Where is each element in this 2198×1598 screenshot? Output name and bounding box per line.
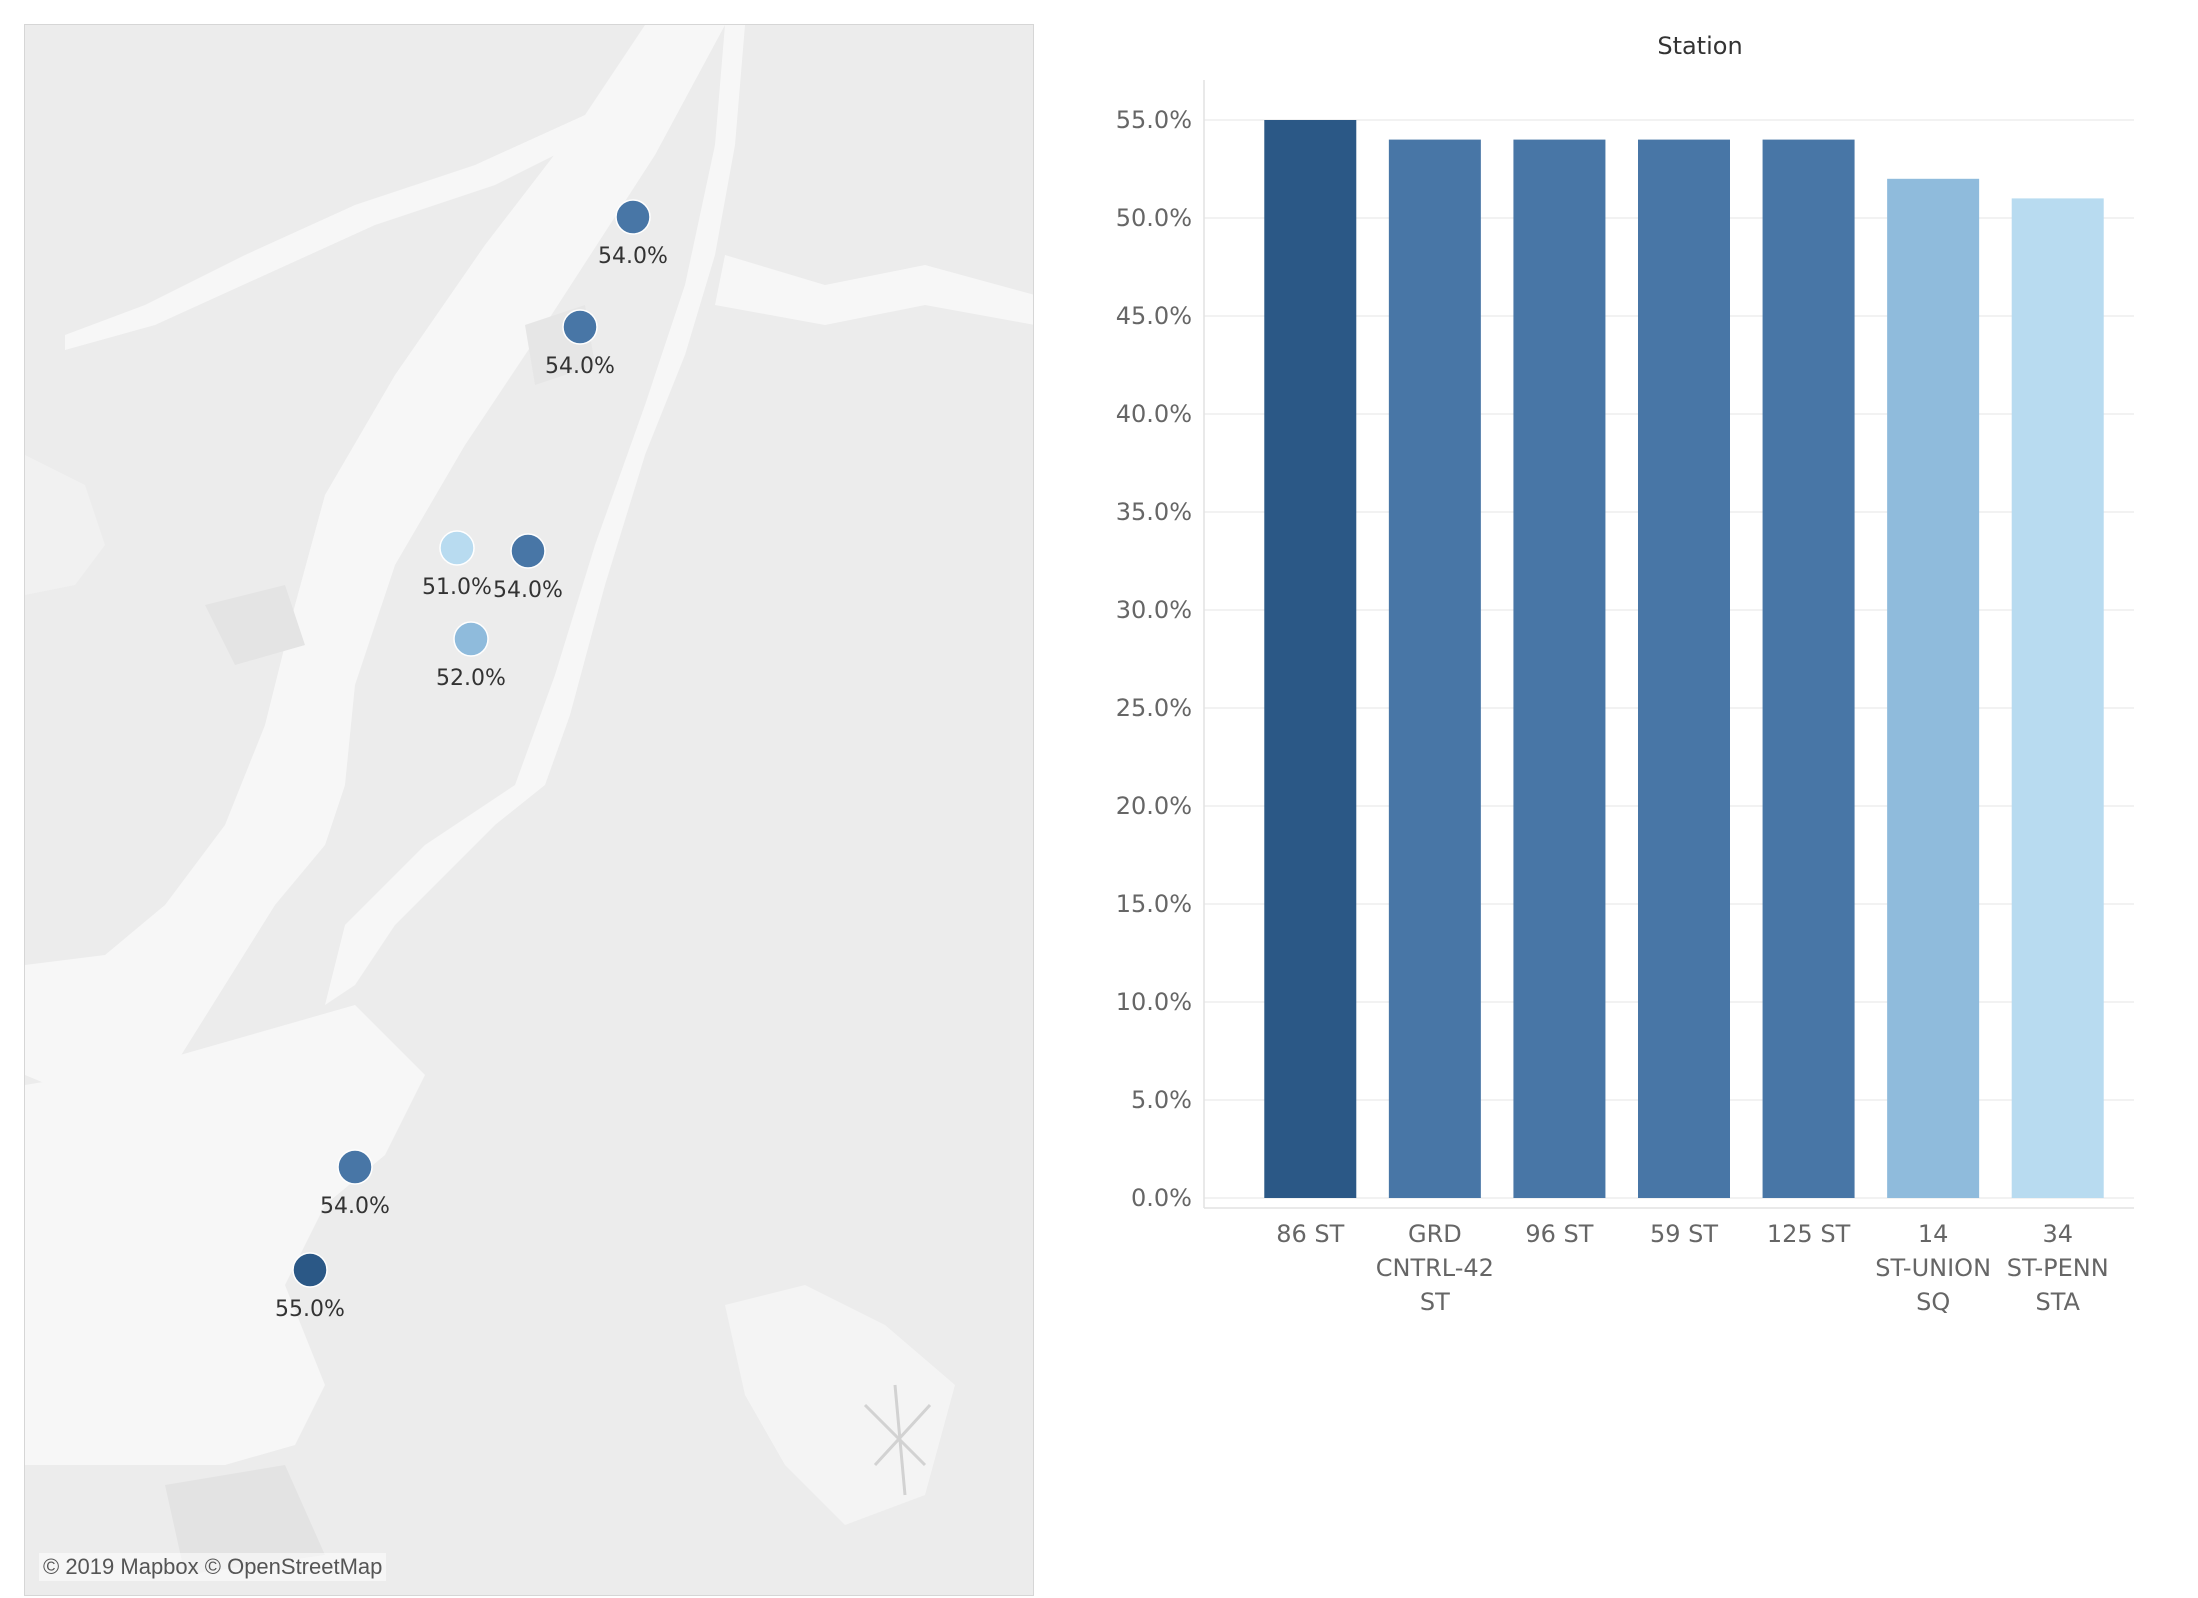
map-marker[interactable] bbox=[562, 309, 598, 345]
x-tick-label: GRD bbox=[1408, 1220, 1462, 1248]
map-marker-label: 51.0% bbox=[422, 575, 492, 600]
x-tick-label: ST-UNION bbox=[1875, 1254, 1991, 1282]
map-marker[interactable] bbox=[292, 1252, 328, 1288]
chart-bars bbox=[1264, 120, 2104, 1199]
map-marker-label: 55.0% bbox=[275, 1297, 345, 1322]
x-tick-label: ST bbox=[1420, 1288, 1450, 1316]
bar[interactable] bbox=[1762, 139, 1855, 1199]
bar[interactable] bbox=[1513, 139, 1606, 1199]
map-marker-label: 54.0% bbox=[598, 244, 668, 269]
x-tick-label: 34 bbox=[2042, 1220, 2073, 1248]
y-tick-label: 50.0% bbox=[1116, 204, 1192, 232]
map-marker[interactable] bbox=[615, 199, 651, 235]
x-tick-label: 59 ST bbox=[1650, 1220, 1718, 1248]
map-view[interactable]: 54.0% 54.0% 51.0% 54.0% 52.0% 54.0% 55.0% © 20… bbox=[24, 24, 1034, 1596]
map-markers: 54.0%54.0%51.0% 54.0%52.0%54.0%55.0% bbox=[275, 199, 668, 1322]
x-axis: 86 ST GRD CNTRL-42 ST 96 ST 59 ST 125 ST 14 ST-U… bbox=[1276, 1220, 2108, 1316]
x-tick-label: ST-PENN bbox=[2007, 1254, 2109, 1282]
map-marker[interactable] bbox=[337, 1149, 373, 1185]
map-marker[interactable] bbox=[510, 533, 546, 569]
chart-title: Station bbox=[1657, 32, 1742, 60]
y-tick-label: 55.0% bbox=[1116, 106, 1192, 134]
bar[interactable] bbox=[1264, 120, 1357, 1198]
map-marker-label: 54.0% bbox=[320, 1194, 390, 1219]
map-canvas[interactable]: 54.0%54.0%51.0% 54.0%52.0%54.0%55.0% bbox=[25, 25, 1034, 1596]
bar[interactable] bbox=[2011, 198, 2104, 1198]
map-basemap bbox=[25, 25, 1033, 1595]
y-tick-label: 5.0% bbox=[1131, 1086, 1192, 1114]
map-marker[interactable] bbox=[453, 621, 489, 657]
y-tick-label: 25.0% bbox=[1116, 694, 1192, 722]
y-tick-label: 20.0% bbox=[1116, 792, 1192, 820]
x-tick-label: 86 ST bbox=[1276, 1220, 1344, 1248]
map-marker[interactable] bbox=[439, 530, 475, 566]
x-tick-label: 96 ST bbox=[1525, 1220, 1593, 1248]
bar[interactable] bbox=[1388, 139, 1481, 1199]
y-tick-label: 35.0% bbox=[1116, 498, 1192, 526]
y-tick-label: 45.0% bbox=[1116, 302, 1192, 330]
x-tick-label: STA bbox=[2035, 1288, 2080, 1316]
x-tick-label: CNTRL-42 bbox=[1376, 1254, 1494, 1282]
y-tick-label: 15.0% bbox=[1116, 890, 1192, 918]
y-tick-label: 30.0% bbox=[1116, 596, 1192, 624]
x-tick-label: 14 bbox=[1918, 1220, 1949, 1248]
map-marker-label: 52.0% bbox=[436, 666, 506, 691]
bar[interactable] bbox=[1638, 139, 1730, 1199]
y-axis: 0.0% 5.0% 10.0% 15.0% 20.0% 25.0% 30.0% 35.0% 40… bbox=[1116, 80, 2134, 1212]
map-marker-label: 54.0% bbox=[545, 354, 615, 379]
x-tick-label: 125 ST bbox=[1767, 1220, 1851, 1248]
y-tick-label: 10.0% bbox=[1116, 988, 1192, 1016]
station-bar-chart: 0.0% 5.0% 10.0% 15.0% 20.0% 25.0% 30.0% 35.0% 40… bbox=[1116, 32, 2134, 1316]
bar[interactable] bbox=[1887, 178, 1980, 1199]
y-tick-label: 0.0% bbox=[1131, 1184, 1192, 1212]
x-tick-label: SQ bbox=[1916, 1288, 1950, 1316]
map-attribution[interactable]: © 2019 Mapbox © OpenStreetMap bbox=[39, 1553, 387, 1581]
map-marker-label: 54.0% bbox=[493, 578, 563, 603]
y-tick-label: 40.0% bbox=[1116, 400, 1192, 428]
